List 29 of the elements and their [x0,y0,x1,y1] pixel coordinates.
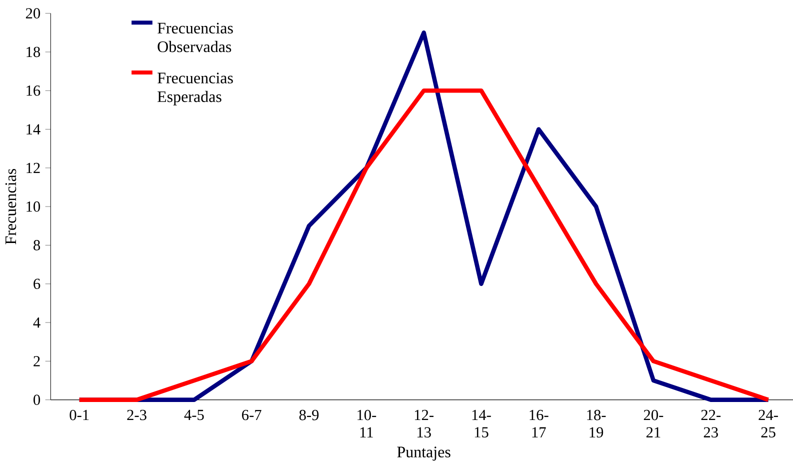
x-tick-label: 14-15 [472,410,491,438]
y-tick-label: 2 [34,356,40,366]
y-tick-label: 10 [26,201,40,212]
y-tick-label: 18 [26,46,40,57]
y-tick-label: 4 [33,317,40,328]
x-tick-label: 24-25 [758,410,778,438]
x-tick-label: 20-21 [644,410,664,438]
x-tick-label: 18-19 [587,410,606,438]
x-tick-label: 10-11 [358,410,376,438]
x-tick-label: 8-9 [299,410,319,420]
legend-label: Frecuencias Observadas [158,22,233,52]
legend-label: Frecuencias Esperadas [158,72,233,106]
y-tick-label: 0 [34,394,40,405]
y-axis-title: Frecuencias [5,168,16,244]
x-tick-label: 0-1 [70,410,89,420]
y-tick-label: 20 [26,8,40,18]
x-tick-label: 12-13 [414,410,434,438]
x-tick-label: 16-17 [530,410,548,438]
x-axis-title: Puntajes [397,446,450,460]
x-tick-label: 2-3 [127,410,146,420]
x-tick-label: 22-23 [701,410,721,438]
y-tick-label: 14 [26,124,40,134]
x-tick-label: 6-7 [242,410,262,420]
y-tick-label: 6 [34,278,40,289]
y-tick-label: 16 [26,85,40,96]
y-tick-label: 12 [26,162,40,173]
x-tick-label: 4-5 [184,410,204,420]
line-series [77,88,770,402]
y-tick-label: 8 [34,240,40,250]
